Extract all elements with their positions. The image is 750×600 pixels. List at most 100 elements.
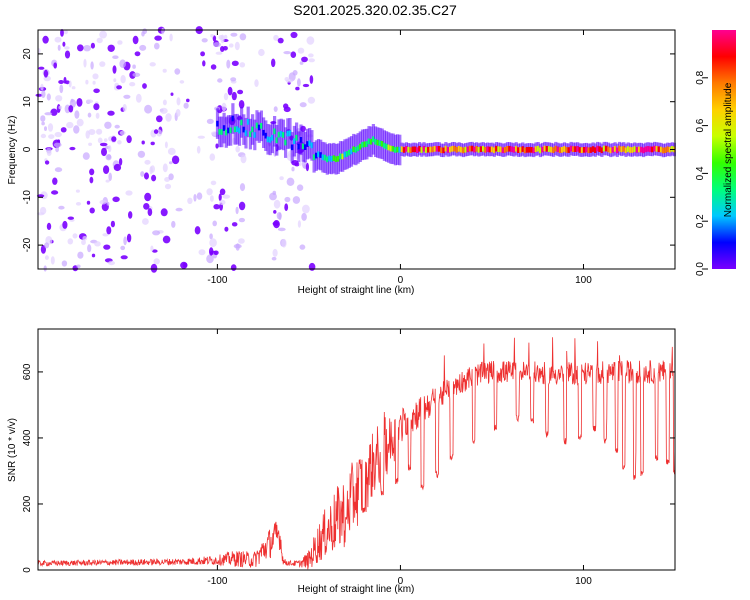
heatmap-y-tick-label: 10 <box>22 96 33 108</box>
ridge-cell <box>253 132 257 138</box>
ridge-cell <box>446 147 450 153</box>
ridge-cell <box>572 146 575 152</box>
noise-blob <box>132 72 141 78</box>
noise-blob <box>97 137 103 144</box>
ridge-cell <box>365 141 369 147</box>
ridge-cell <box>356 145 360 152</box>
ridge-cell <box>666 146 670 153</box>
noise-blob <box>196 192 203 200</box>
ridge-cell <box>611 146 615 153</box>
noise-blob <box>301 212 307 221</box>
noise-blob <box>54 167 63 173</box>
ridge-cell <box>297 143 301 150</box>
noise-blob <box>139 44 147 51</box>
noise-blob <box>66 121 74 129</box>
noise-blob <box>238 100 245 109</box>
noise-blob <box>96 37 103 44</box>
noise-blob <box>119 130 126 136</box>
ridge-cell <box>466 146 470 153</box>
noise-blob <box>210 195 214 202</box>
noise-blob <box>201 38 208 43</box>
noise-blob <box>273 199 281 209</box>
ridge-cell <box>501 147 505 154</box>
ridge-cell <box>385 143 388 150</box>
snr-x-tick-label: -100 <box>207 576 227 587</box>
ridge-cell <box>295 134 298 141</box>
ridge-cell <box>547 146 551 152</box>
ridge-cell <box>275 137 279 144</box>
heatmap-y-tick-label: 0 <box>22 146 33 152</box>
noise-blob <box>277 227 286 232</box>
ridge-cell <box>231 115 235 122</box>
noise-blob <box>179 80 185 84</box>
noise-blob <box>86 200 91 205</box>
noise-blob <box>60 127 67 133</box>
ridge-cell <box>517 147 520 153</box>
snr-x-tick-label: 0 <box>398 576 404 587</box>
ridge-cell <box>308 140 311 147</box>
noise-blob <box>230 77 237 82</box>
noise-blob <box>94 241 101 247</box>
noise-blob <box>58 80 64 84</box>
snr-y-tick-label: 0 <box>22 567 33 573</box>
noise-blob <box>77 251 84 259</box>
heatmap-x-tick-label: -100 <box>207 275 227 286</box>
noise-blob <box>169 33 173 42</box>
noise-blob <box>140 171 145 177</box>
ridge-cell <box>609 147 612 154</box>
noise-blob <box>93 88 100 94</box>
ridge-cell <box>648 146 652 153</box>
noise-blob <box>73 125 80 134</box>
noise-blob <box>54 36 62 43</box>
ridge-cell <box>477 147 481 153</box>
noise-blob <box>198 249 206 256</box>
noise-blob <box>90 42 95 49</box>
noise-blob <box>64 80 70 85</box>
noise-blob <box>46 222 52 230</box>
noise-blob <box>213 204 220 210</box>
noise-blob <box>297 220 301 228</box>
noise-blob <box>167 147 176 155</box>
noise-blob <box>87 112 92 118</box>
noise-blob <box>113 78 117 83</box>
noise-blob <box>231 60 239 66</box>
ridge-cell <box>422 145 426 152</box>
noise-blob <box>174 68 181 75</box>
ridge-cell <box>402 147 406 153</box>
ridge-cell <box>323 154 327 161</box>
noise-blob <box>281 238 287 248</box>
ridge-cell <box>530 147 533 153</box>
noise-blob <box>82 236 88 241</box>
noise-blob <box>88 142 93 146</box>
ridge-cell <box>431 146 434 153</box>
noise-blob <box>297 47 305 54</box>
noise-blob <box>215 143 219 149</box>
noise-blob <box>309 75 314 84</box>
ridge-cell <box>319 152 322 158</box>
ridge-cell <box>633 146 637 152</box>
noise-blob <box>67 238 74 245</box>
noise-blob <box>221 102 227 112</box>
ridge-cell <box>240 119 243 126</box>
noise-blob <box>308 262 316 271</box>
ridge-cell <box>497 146 500 152</box>
colorbar-tick-label: 0.8 <box>695 70 706 84</box>
noise-blob <box>83 58 87 68</box>
noise-blob <box>64 46 70 50</box>
noise-blob <box>272 190 277 196</box>
noise-blob <box>40 115 46 122</box>
snr-plot: -100 0 100 0 200 400 600 Height of straight li… <box>7 328 676 595</box>
noise-blob <box>297 78 301 87</box>
ridge-cell <box>631 147 634 153</box>
noise-blob <box>91 253 96 258</box>
noise-blob <box>156 115 163 123</box>
snr-y-tick-label: 600 <box>22 363 33 380</box>
noise-blob <box>120 245 126 251</box>
ridge-cell <box>284 139 287 146</box>
noise-blob <box>209 238 217 248</box>
ridge-cell <box>536 145 540 152</box>
ridge-cell <box>222 125 226 131</box>
ridge-cell <box>642 147 645 154</box>
ridge-cell <box>444 145 448 152</box>
